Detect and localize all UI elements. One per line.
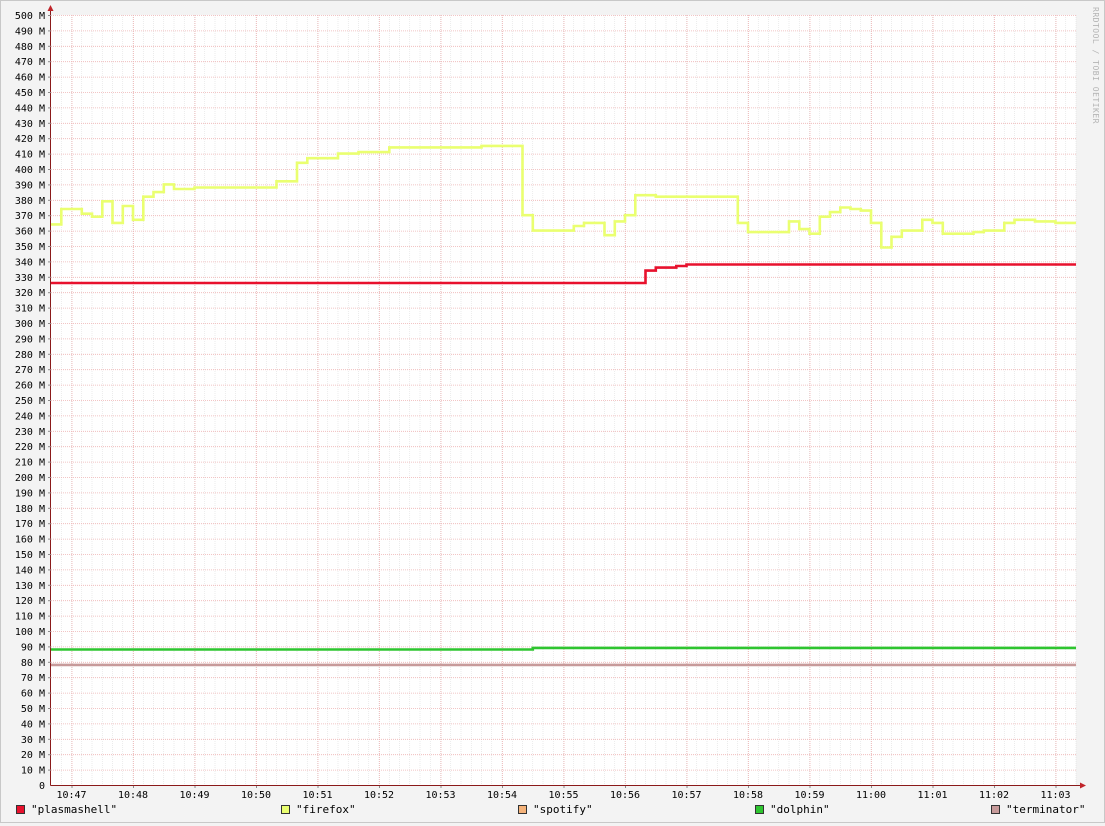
y-axis-arrow-icon (47, 5, 54, 11)
y-tick-label: 390 M (15, 180, 45, 191)
x-tick-label: 11:01 (917, 790, 947, 801)
legend-label: "plasmashell" (31, 803, 117, 816)
y-tick-label: 90 M (21, 642, 45, 653)
y-tick-label: 470 M (15, 57, 45, 68)
y-tick-label: 270 M (15, 365, 45, 376)
y-tick-label: 330 M (15, 273, 45, 284)
y-tick-label: 300 M (15, 319, 45, 330)
y-tick-label: 370 M (15, 211, 45, 222)
legend-swatch (518, 805, 527, 814)
y-tick-label: 40 M (21, 719, 45, 730)
y-tick-label: 220 M (15, 442, 45, 453)
y-tick-label: 10 M (21, 766, 45, 777)
y-tick-label: 170 M (15, 519, 45, 530)
x-tick-label: 10:49 (179, 790, 209, 801)
x-tick-label: 10:52 (364, 790, 394, 801)
y-tick-label: 240 M (15, 411, 45, 422)
y-tick-label: 30 M (21, 735, 45, 746)
y-tick-label: 70 M (21, 673, 45, 684)
y-tick-label: 110 M (15, 612, 45, 623)
legend-swatch (281, 805, 290, 814)
y-tick-label: 420 M (15, 134, 45, 145)
y-tick-label: 80 M (21, 658, 45, 669)
y-tick-label: 310 M (15, 304, 45, 315)
series-line-dolphin (51, 646, 1076, 651)
y-tick-label: 410 M (15, 150, 45, 161)
y-tick-label: 450 M (15, 88, 45, 99)
legend-swatch (16, 805, 25, 814)
y-tick-label: 180 M (15, 504, 45, 515)
y-axis-tick-labels: 0 10 M 20 M 30 M 40 M 50 M 60 M 70 M 80 M 90 M 100… (15, 11, 45, 792)
y-tick-label: 380 M (15, 196, 45, 207)
y-tick-label: 190 M (15, 488, 45, 499)
legend-label: "terminator" (1006, 803, 1085, 816)
y-tick-label: 160 M (15, 535, 45, 546)
y-tick-label: 210 M (15, 458, 45, 469)
x-tick-label: 11:00 (856, 790, 886, 801)
y-tick-label: 460 M (15, 73, 45, 84)
y-tick-label: 430 M (15, 119, 45, 130)
legend-label: "spotify" (533, 803, 593, 816)
y-tick-label: 350 M (15, 242, 45, 253)
series-line-firefox (51, 144, 1076, 249)
y-tick-label: 260 M (15, 381, 45, 392)
y-tick-label: 280 M (15, 350, 45, 361)
legend-swatch (991, 805, 1000, 814)
x-tick-label: 10:50 (241, 790, 271, 801)
minor-grid (60, 15, 1077, 785)
y-tick-label: 320 M (15, 288, 45, 299)
y-tick-label: 120 M (15, 596, 45, 607)
x-tick-label: 11:02 (979, 790, 1009, 801)
y-tick-label: 480 M (15, 42, 45, 53)
legend-swatch (755, 805, 764, 814)
y-tick-label: 500 M (15, 11, 45, 22)
series-line-plasmashell (51, 263, 1076, 285)
y-tick-label: 250 M (15, 396, 45, 407)
x-axis-arrow-icon (1080, 782, 1086, 789)
y-tick-label: 20 M (21, 750, 45, 761)
y-tick-label: 490 M (15, 26, 45, 37)
y-tick-label: 140 M (15, 565, 45, 576)
y-tick-label: 50 M (21, 704, 45, 715)
x-tick-label: 10:47 (56, 790, 86, 801)
x-tick-label: 10:53 (425, 790, 455, 801)
y-tick-label: 0 (39, 781, 45, 792)
axes (47, 5, 1086, 789)
y-tick-label: 130 M (15, 581, 45, 592)
y-tick-label: 230 M (15, 427, 45, 438)
y-tick-label: 290 M (15, 334, 45, 345)
legend-label: "firefox" (296, 803, 356, 816)
x-tick-label: 10:58 (733, 790, 763, 801)
y-tick-label: 150 M (15, 550, 45, 561)
x-axis-tick-labels: 10:47 10:48 10:49 10:50 10:51 10:52 10:53 10:54… (56, 790, 1070, 801)
x-tick-label: 10:56 (610, 790, 640, 801)
y-tick-label: 100 M (15, 627, 45, 638)
y-tick-label: 60 M (21, 689, 45, 700)
series-layer (51, 144, 1076, 667)
x-tick-label: 10:51 (302, 790, 332, 801)
x-tick-label: 10:54 (487, 790, 517, 801)
legend: "plasmashell" "firefox" "spotify" "dolphin"… (16, 803, 1085, 816)
y-tick-label: 200 M (15, 473, 45, 484)
x-tick-label: 10:48 (118, 790, 148, 801)
watermark-text: RRDTOOL / TOBI OETIKER (1091, 7, 1100, 124)
legend-label: "dolphin" (770, 803, 830, 816)
y-tick-label: 440 M (15, 103, 45, 114)
x-tick-label: 10:57 (671, 790, 701, 801)
y-tick-label: 340 M (15, 257, 45, 268)
y-tick-label: 360 M (15, 227, 45, 238)
x-tick-label: 10:59 (794, 790, 824, 801)
major-grid (51, 15, 1076, 785)
x-tick-label: 11:03 (1040, 790, 1070, 801)
y-tick-label: 400 M (15, 165, 45, 176)
x-tick-label: 10:55 (548, 790, 578, 801)
